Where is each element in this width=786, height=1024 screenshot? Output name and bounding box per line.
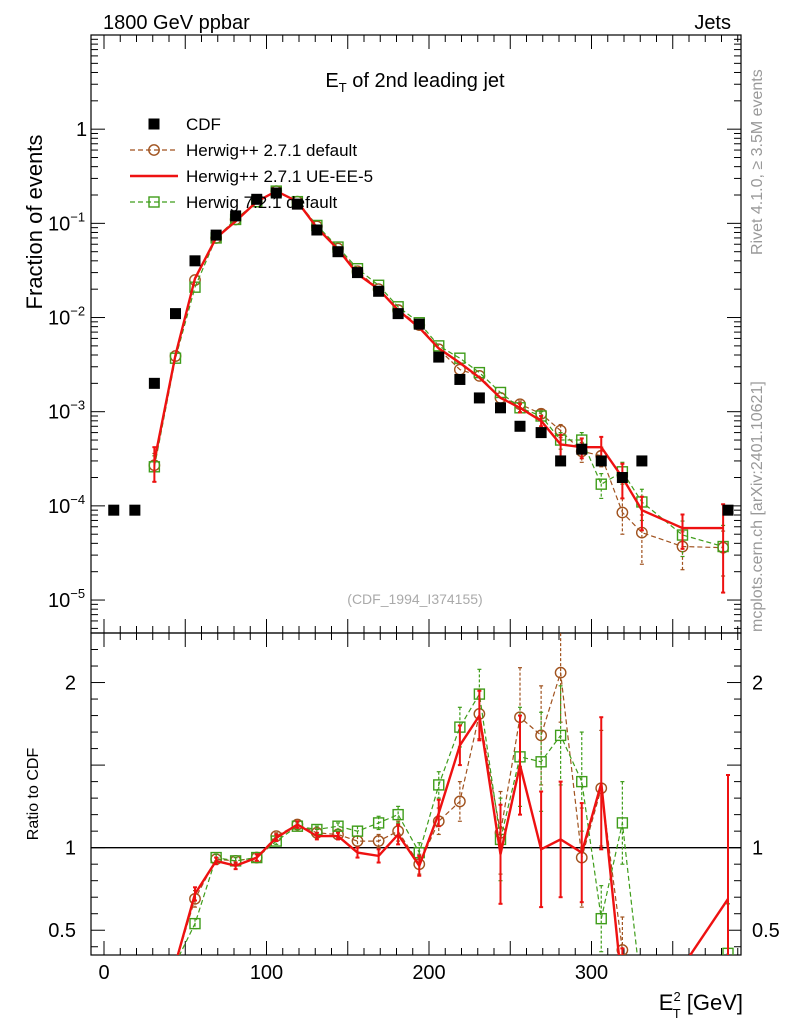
ratio-herwig7-default-point xyxy=(351,825,364,837)
ratio-herwigpp-default-point xyxy=(453,795,466,808)
main-panel: 10−5 10−4 10−3 10−2 10−1 1 xyxy=(48,34,742,634)
ratio-herwigpp-default-point xyxy=(554,666,567,679)
herwigpp-default-point xyxy=(189,274,201,286)
cdf-data-point xyxy=(189,255,201,267)
ratio-herwig7-default-point xyxy=(189,917,201,930)
cdf-data-point xyxy=(210,229,222,241)
herwig7-default-point xyxy=(595,478,607,490)
cdf-data-point xyxy=(270,187,282,199)
cdf-data-point xyxy=(251,193,263,205)
ratio-herwig7-default-point xyxy=(251,851,263,864)
cdf-data-point xyxy=(595,455,607,467)
cdf-data-point xyxy=(473,392,485,404)
legend-marker xyxy=(148,196,160,208)
cdf-data-point xyxy=(170,308,181,320)
cdf-data-point xyxy=(373,285,385,297)
analysis-id: (CDF_1994_I374155) xyxy=(347,591,482,607)
header-left: 1800 GeV ppbar xyxy=(103,12,250,34)
legend-label: Herwig 7.2.1 default xyxy=(186,193,337,212)
main-ylabel: Fraction of events xyxy=(22,135,47,310)
ratio-panel: 0 100 200 300 0.5 0.5 1 1 2 2 xyxy=(48,632,780,1001)
ratio-y-tick-label-right: 2 xyxy=(752,673,763,695)
herwigpp-default-point xyxy=(616,506,629,519)
y-tick-label: 10−2 xyxy=(48,304,85,330)
ratio-herwigpp-default-line xyxy=(177,672,623,955)
x-tick-label: 200 xyxy=(412,962,445,984)
legend-marker xyxy=(148,144,160,156)
legend-label: CDF xyxy=(186,115,221,134)
cdf-data-point xyxy=(495,402,506,414)
ratio-y-tick-label-right: 1 xyxy=(752,838,763,860)
ratio-herwig7-default-point xyxy=(332,820,344,832)
cdf-data-point xyxy=(535,427,547,439)
x-axis-label: E2 T [GeV] xyxy=(659,989,743,1021)
ratio-herwigpp-ueee5-line xyxy=(176,712,729,955)
ratio-herwig7-default-point xyxy=(171,958,181,968)
ratio-y-tick-label: 2 xyxy=(65,673,76,695)
herwigpp-default-line xyxy=(153,190,724,549)
ratio-frame xyxy=(90,632,742,956)
herwig7-default-line xyxy=(153,190,724,548)
cdf-data-point xyxy=(514,420,526,432)
y-tick-label: 1 xyxy=(76,119,87,141)
ratio-y-tick-label-right: 0.5 xyxy=(752,920,780,942)
ratio-y-tick-label: 0.5 xyxy=(48,920,76,942)
cdf-data-point xyxy=(230,210,242,222)
legend: CDF Herwig++ 2.7.1 default Herwig++ 2.7.1 … xyxy=(130,115,373,212)
ratio-herwig7-default-point xyxy=(535,756,547,768)
ratio-herwigpp-default-point xyxy=(351,835,364,847)
ratio-herwig7-default-point xyxy=(576,775,588,788)
x-tick-label: 300 xyxy=(575,962,608,984)
cdf-data-point xyxy=(722,504,734,516)
cdf-data-point xyxy=(555,455,567,467)
y-tick-label: 10−1 xyxy=(48,209,85,235)
y-tick-label: 10−5 xyxy=(48,586,85,612)
ratio-herwig7-default-point xyxy=(433,779,445,791)
side-label-top: Rivet 4.1.0, ≥ 3.5M events xyxy=(749,69,766,255)
side-label-bottom: mcplots.cern.ch [arXiv:2401.10621] xyxy=(749,381,766,632)
cdf-data-point xyxy=(129,504,141,516)
cdf-data-point xyxy=(108,504,120,516)
x-tick-label: 100 xyxy=(250,962,283,984)
ratio-ylabel: Ratio to CDF xyxy=(25,748,42,841)
ratio-herwig7-default-point xyxy=(637,991,647,1001)
cdf-data-point xyxy=(392,308,404,320)
x-tick-label: 0 xyxy=(98,962,109,984)
y-tick-label: 10−4 xyxy=(48,492,85,518)
ratio-herwig7-default-point xyxy=(595,912,607,925)
herwig7-default-point xyxy=(433,340,445,352)
cdf-data-point xyxy=(576,443,588,455)
cdf-data-point xyxy=(616,472,628,484)
ratio-y-tick-label: 1 xyxy=(65,838,76,860)
ratio-herwig7-default-point xyxy=(392,808,404,821)
cdf-data-point xyxy=(433,351,445,363)
cdf-data-point xyxy=(291,198,303,210)
cdf-data-point xyxy=(148,377,160,389)
header-right: Jets xyxy=(694,12,731,34)
ratio-herwig7-default-point xyxy=(372,817,385,829)
legend-label: Herwig++ 2.7.1 default xyxy=(186,141,357,160)
cdf-data-point xyxy=(352,267,363,279)
cdf-data-point xyxy=(311,224,323,236)
cdf-data-point xyxy=(454,373,466,385)
legend-label: Herwig++ 2.7.1 UE-EE-5 xyxy=(186,167,373,186)
main-title: ET of 2nd leading jet xyxy=(325,70,505,95)
cdf-data-point xyxy=(636,455,648,467)
y-tick-label: 10−3 xyxy=(48,398,85,424)
ratio-herwigpp-default-point xyxy=(170,958,180,968)
ratio-herwig7-default-point xyxy=(616,817,629,829)
ratio-herwigpp-default-point xyxy=(372,835,385,847)
cdf-data-point xyxy=(413,318,425,330)
legend-marker xyxy=(148,118,160,130)
cdf-data-point xyxy=(332,246,344,258)
ratio-herwig7-default-point xyxy=(554,729,567,742)
ratio-herwig7-default-line xyxy=(178,692,729,955)
